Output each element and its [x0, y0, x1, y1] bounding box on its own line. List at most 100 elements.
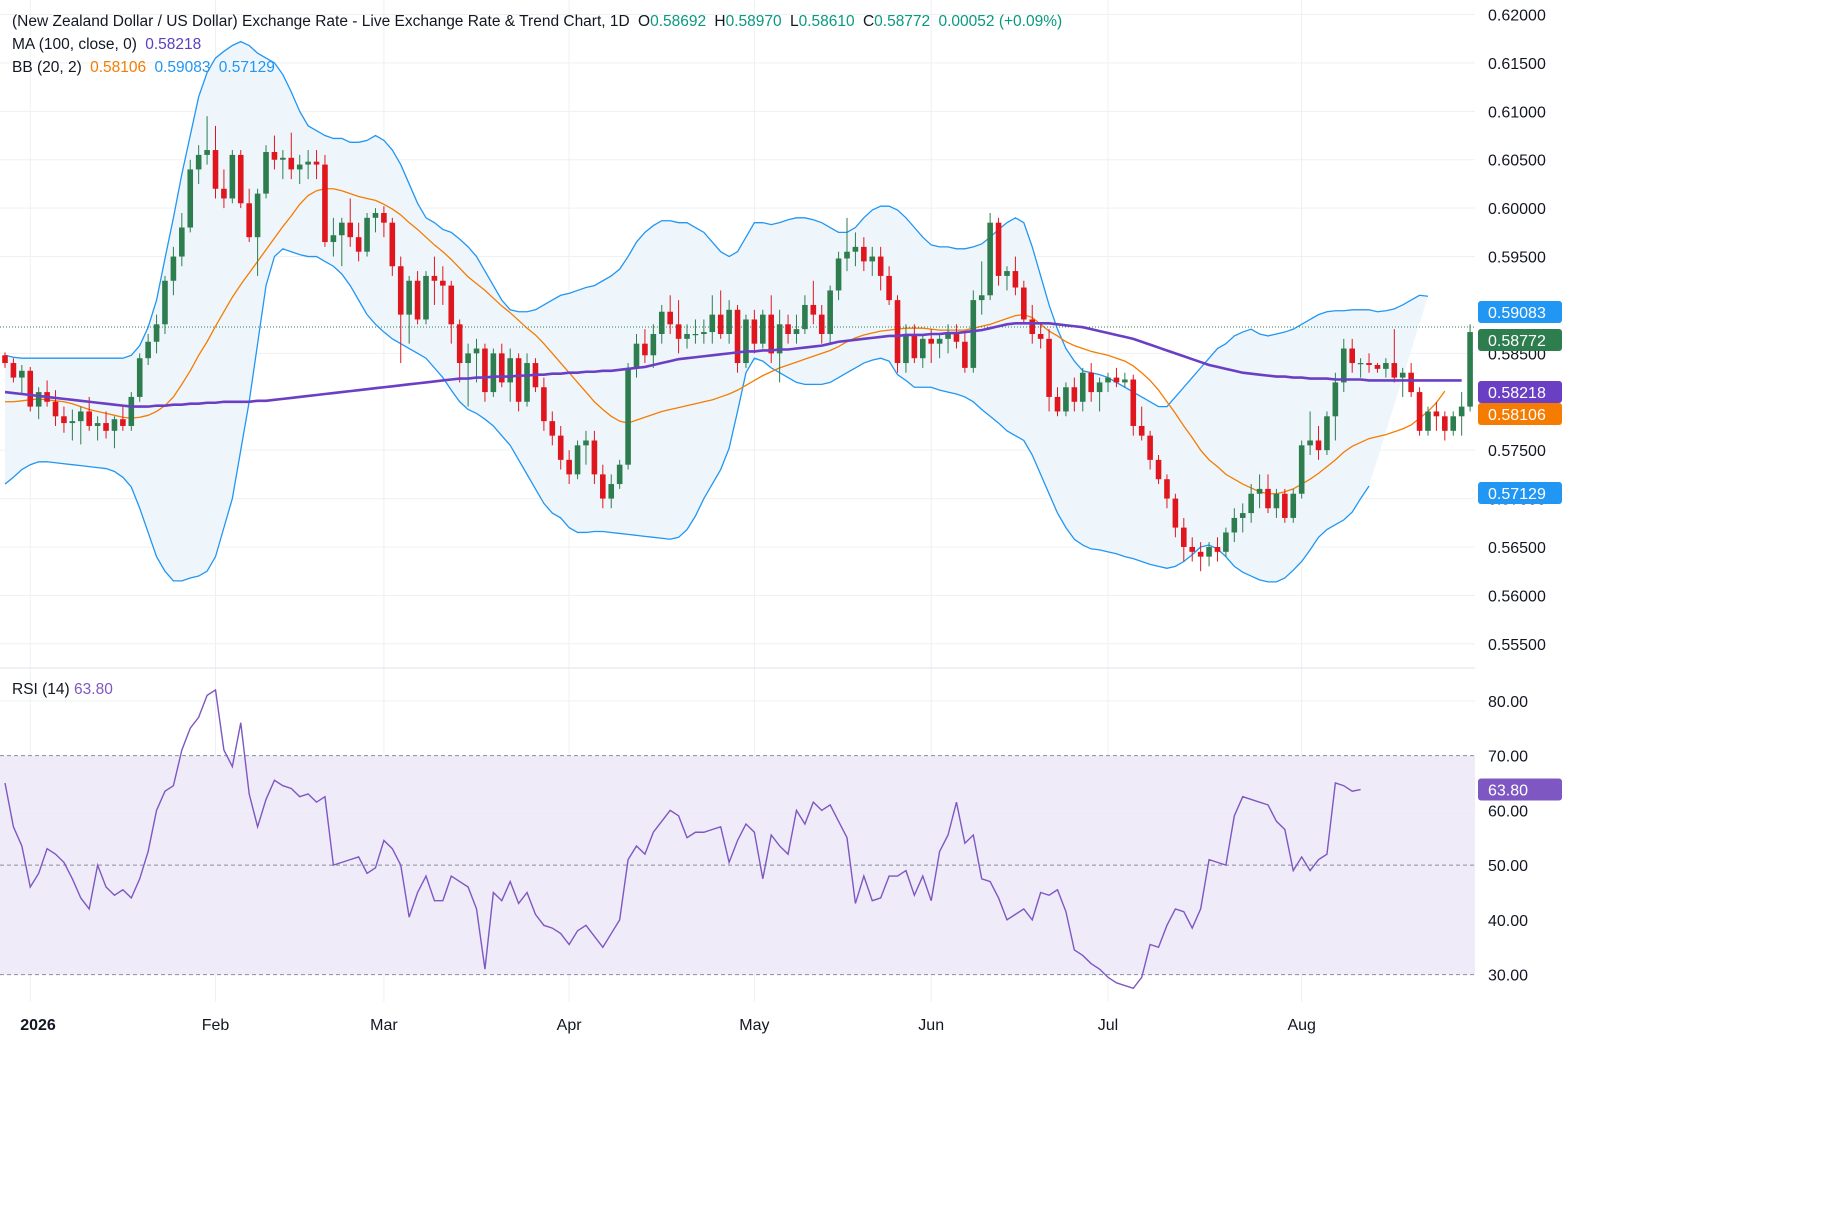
- candle: [1324, 411, 1330, 456]
- candle: [1332, 372, 1339, 441]
- candle: [827, 285, 833, 344]
- candle: [1181, 517, 1187, 562]
- price-tick-label: 0.60500: [1488, 153, 1546, 170]
- candle-body: [1383, 363, 1389, 369]
- candle: [1450, 411, 1457, 436]
- candle: [1130, 374, 1137, 436]
- price-tick-label: 0.57500: [1488, 443, 1546, 460]
- candle-body: [903, 334, 909, 364]
- candle: [397, 256, 404, 364]
- candle-body: [608, 484, 615, 499]
- candle-body: [77, 411, 84, 422]
- candle: [861, 237, 867, 272]
- candle: [179, 212, 185, 267]
- candle: [263, 145, 269, 199]
- candle-body: [1122, 379, 1128, 383]
- candle-body: [347, 222, 354, 238]
- candle: [1256, 474, 1263, 509]
- candle: [600, 464, 606, 509]
- candle: [802, 295, 808, 334]
- candle: [52, 390, 59, 426]
- candle-body: [1096, 382, 1103, 393]
- candle: [246, 188, 252, 243]
- candle-body: [1079, 372, 1086, 402]
- candle: [625, 363, 631, 470]
- candle: [566, 450, 572, 485]
- candle: [987, 212, 993, 301]
- candle: [1458, 392, 1465, 436]
- candle-body: [936, 338, 943, 344]
- candle: [835, 251, 842, 301]
- candle: [1366, 353, 1372, 373]
- price-tick-label: 0.59500: [1488, 250, 1546, 267]
- candle: [701, 319, 707, 344]
- candle-body: [69, 421, 76, 424]
- time-tick-label: Jul: [1098, 1017, 1118, 1034]
- candle: [1046, 329, 1052, 412]
- candle: [1391, 329, 1398, 383]
- candle: [431, 256, 438, 305]
- legend-ma-row: MA (100, close, 0) 0.58218: [12, 34, 205, 56]
- candle: [364, 212, 370, 257]
- time-tick-label: 2026: [20, 1017, 56, 1034]
- candle: [818, 304, 825, 344]
- candle-body: [1172, 498, 1179, 528]
- candle: [919, 334, 926, 368]
- candle: [27, 366, 34, 412]
- candle-body: [768, 314, 775, 354]
- candle-body: [751, 319, 758, 344]
- candle-body: [1029, 319, 1036, 334]
- price-tick-label: 0.61000: [1488, 104, 1546, 121]
- candle: [1231, 508, 1238, 543]
- candle-body: [229, 154, 236, 199]
- candle-body: [701, 332, 707, 334]
- bb-band-fill: [5, 41, 1428, 582]
- candle: [1239, 503, 1246, 533]
- candle-body: [1071, 387, 1078, 402]
- candle: [1399, 367, 1406, 397]
- candle: [852, 232, 859, 267]
- candle: [869, 246, 876, 276]
- candle-body: [734, 309, 741, 364]
- candle: [1416, 387, 1423, 436]
- candle-body: [978, 295, 985, 301]
- candle-body: [591, 440, 598, 475]
- candle: [549, 411, 556, 446]
- candle-body: [389, 222, 396, 267]
- bb-basis-line: [5, 188, 1446, 495]
- candle: [633, 334, 640, 378]
- candle-body: [19, 370, 25, 378]
- candle-body: [237, 154, 244, 204]
- legend-title-row: (New Zealand Dollar / US Dollar) Exchang…: [12, 11, 1066, 33]
- candle-body: [802, 304, 808, 330]
- candle: [978, 261, 985, 315]
- rsi-value: 63.80: [74, 681, 113, 698]
- candle-body: [10, 363, 17, 378]
- candle: [1079, 367, 1086, 412]
- candle-body: [120, 419, 126, 426]
- candle: [355, 222, 362, 262]
- candle-body: [1416, 392, 1423, 431]
- bb-label: BB (20, 2): [12, 59, 82, 76]
- rsi-label: RSI (14): [12, 681, 70, 698]
- candle-body: [1214, 546, 1221, 552]
- candle-body: [330, 235, 337, 243]
- candle: [187, 159, 194, 233]
- candle-body: [170, 256, 177, 281]
- candle-body: [440, 280, 446, 286]
- price-tag-text: 0.58772: [1488, 333, 1546, 350]
- candle: [111, 416, 118, 449]
- candle: [498, 343, 505, 388]
- candle-body: [86, 411, 92, 426]
- candle-body: [1147, 435, 1153, 460]
- candle: [414, 271, 421, 325]
- candle-body: [625, 367, 631, 465]
- rsi-tick-label: 80.00: [1488, 694, 1528, 711]
- candle: [751, 309, 758, 354]
- candle: [1383, 358, 1389, 378]
- candle: [1021, 280, 1027, 325]
- rsi-line: [4, 688, 1361, 990]
- candle: [288, 132, 295, 180]
- candle: [406, 275, 412, 344]
- price-tag-bg: [1478, 403, 1562, 425]
